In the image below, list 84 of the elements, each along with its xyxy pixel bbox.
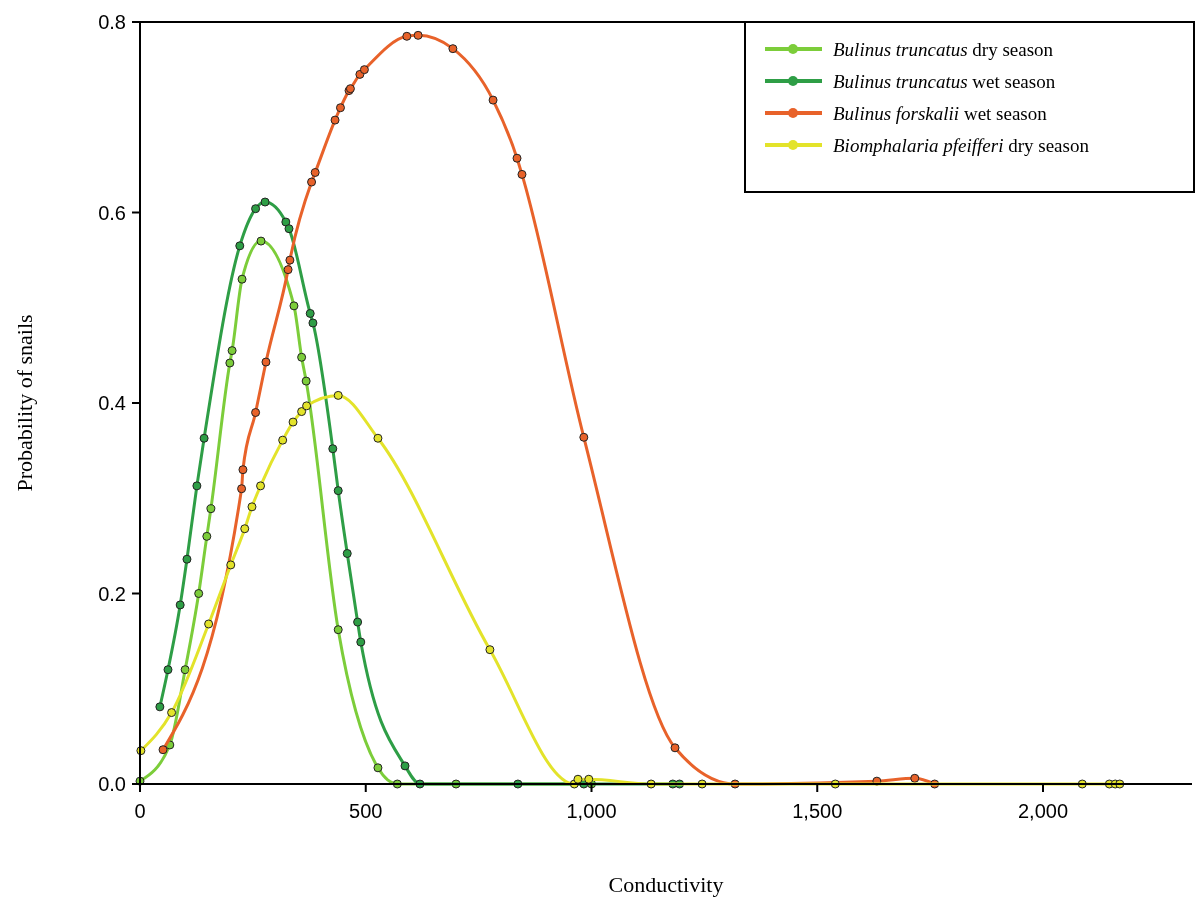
point	[333, 625, 343, 635]
point	[199, 433, 209, 443]
point	[237, 274, 247, 284]
x-tick-label: 500	[349, 800, 383, 822]
x-tick-label: 1,000	[566, 800, 617, 822]
point	[353, 617, 363, 627]
point	[328, 444, 338, 454]
point	[158, 745, 168, 755]
point	[335, 103, 345, 113]
point	[402, 31, 412, 41]
point	[278, 435, 288, 445]
point	[284, 224, 294, 234]
point	[333, 486, 343, 496]
point	[400, 761, 410, 771]
point	[225, 358, 235, 368]
point	[288, 417, 298, 427]
point	[226, 560, 236, 570]
x-axis-title: Conductivity	[608, 872, 724, 897]
point	[512, 153, 522, 163]
point	[333, 390, 343, 400]
point	[517, 169, 527, 179]
y-tick-label: 0.8	[98, 11, 126, 33]
point	[256, 236, 266, 246]
point	[237, 484, 247, 494]
point	[289, 301, 299, 311]
point	[238, 465, 248, 475]
point	[283, 265, 293, 275]
y-tick-label: 0.0	[98, 773, 126, 795]
point	[256, 481, 266, 491]
point	[247, 502, 257, 512]
point	[579, 432, 589, 442]
point	[584, 774, 594, 784]
point	[285, 255, 295, 265]
point	[297, 407, 307, 417]
y-tick-label: 0.2	[98, 582, 126, 605]
point	[281, 217, 291, 227]
x-tick-label: 0	[134, 800, 146, 822]
point	[359, 65, 369, 75]
x-tick-label: 1,500	[792, 800, 843, 822]
point	[342, 549, 352, 558]
point	[251, 408, 261, 418]
point	[485, 645, 495, 655]
point	[260, 197, 270, 207]
point	[194, 589, 204, 598]
y-axis-title: Probability of snails	[12, 314, 37, 492]
point	[155, 702, 165, 712]
point	[202, 531, 212, 541]
point	[297, 352, 307, 362]
point	[573, 774, 583, 784]
point	[261, 357, 271, 367]
point	[488, 95, 498, 105]
point	[240, 524, 250, 534]
point	[301, 376, 311, 386]
point	[206, 504, 216, 514]
legend-label: Bulinus truncatus wet season	[833, 70, 1056, 92]
point	[356, 637, 366, 647]
point	[167, 708, 177, 718]
point	[182, 554, 192, 564]
point	[235, 241, 245, 251]
point	[192, 481, 202, 491]
point	[330, 115, 340, 125]
legend-label: Biomphalaria pfeifferi dry season	[833, 134, 1090, 156]
point	[251, 204, 261, 214]
point	[448, 44, 458, 54]
point	[910, 773, 920, 783]
legend-label: Bulinus forskalii wet season	[833, 102, 1048, 124]
point	[373, 763, 383, 773]
point	[305, 308, 315, 318]
x-tick-label: 2,000	[1017, 800, 1069, 822]
point	[204, 619, 214, 629]
point	[413, 30, 423, 40]
point	[180, 665, 190, 675]
y-tick-label: 0.6	[98, 201, 126, 224]
point	[308, 318, 318, 328]
point	[307, 177, 317, 187]
legend-label: Bulinus truncatus dry season	[833, 38, 1054, 60]
point	[670, 743, 680, 753]
point	[302, 401, 312, 411]
point	[227, 346, 237, 356]
point	[373, 433, 383, 443]
point	[310, 168, 320, 177]
point	[163, 665, 173, 675]
y-tick-label: 0.4	[98, 392, 126, 414]
point	[175, 600, 185, 610]
